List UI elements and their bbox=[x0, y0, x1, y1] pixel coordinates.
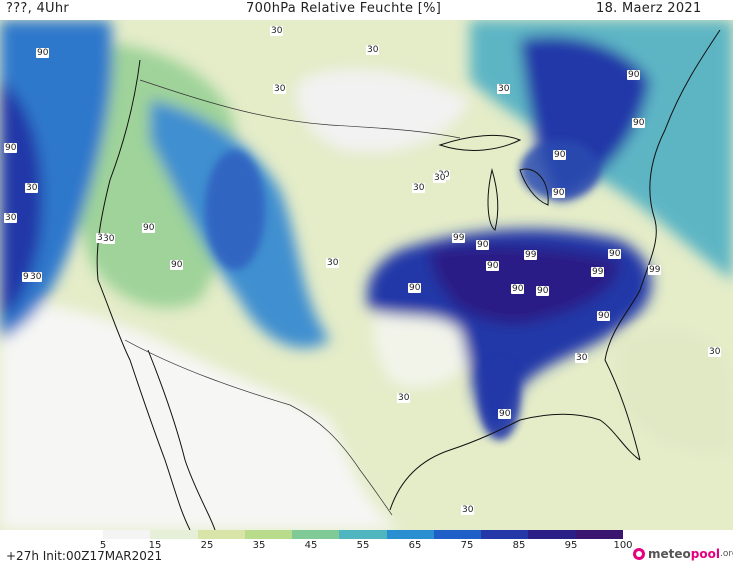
contour-value-label: 30 bbox=[461, 505, 475, 515]
contour-value-label: 99 bbox=[591, 267, 605, 277]
lake-huron bbox=[519, 168, 549, 206]
contour-value-label: 90 bbox=[4, 143, 18, 153]
lake-michigan bbox=[487, 168, 499, 231]
contour-value-label: 90 bbox=[553, 150, 567, 160]
lake-superior bbox=[438, 134, 522, 151]
mexico-border bbox=[124, 339, 393, 516]
contour-value-label: 90 bbox=[511, 284, 525, 294]
legend-swatch bbox=[292, 530, 340, 539]
contour-value-label: 90 bbox=[142, 223, 156, 233]
legend-colorbar bbox=[103, 530, 623, 539]
legend-tick-label: 100 bbox=[613, 540, 633, 551]
canada-border bbox=[139, 79, 461, 139]
contour-value-label: 30 bbox=[497, 84, 511, 94]
legend-swatch bbox=[481, 530, 529, 539]
contour-value-label: 99 bbox=[22, 272, 36, 282]
contour-value-label: 90 bbox=[552, 188, 566, 198]
date-label: 18. Maerz 2021 bbox=[596, 1, 702, 16]
humidity-map bbox=[0, 20, 733, 530]
contour-value-label: 90 bbox=[170, 260, 184, 270]
legend-tick-label: 45 bbox=[304, 540, 318, 551]
contour-value-label: 30 bbox=[25, 183, 39, 193]
logo-text-2: pool bbox=[690, 547, 720, 561]
great-lakes-moisture-patch bbox=[520, 140, 600, 200]
legend-tick-label: 35 bbox=[252, 540, 266, 551]
mississippi-moisture-patch bbox=[480, 360, 520, 440]
contour-value-label: 30 bbox=[412, 183, 426, 193]
legend-swatch bbox=[528, 530, 576, 539]
contour-value-label: 30 bbox=[270, 26, 284, 36]
legend-tick-label: 15 bbox=[148, 540, 162, 551]
pacific-coastline bbox=[96, 59, 191, 530]
contour-value-label: 30 bbox=[102, 234, 116, 244]
gulf-coastline bbox=[389, 413, 641, 511]
legend-swatch bbox=[386, 530, 434, 539]
contour-value-label: 30 bbox=[397, 393, 411, 403]
header: ???, 4Uhr 700hPa Relative Feuchte [%] 18… bbox=[0, 0, 733, 20]
map-title: 700hPa Relative Feuchte [%] bbox=[246, 1, 442, 16]
contour-value-label: 30 bbox=[708, 347, 722, 357]
legend-swatch bbox=[150, 530, 198, 539]
logo-icon bbox=[633, 548, 645, 560]
time-label: ???, 4Uhr bbox=[6, 1, 70, 16]
atlantic-coastline bbox=[604, 29, 721, 461]
borders bbox=[124, 79, 461, 516]
legend-swatch bbox=[575, 530, 623, 539]
contour-value-label: 30 bbox=[326, 258, 340, 268]
color-legend: 5 15 25 35 45 55 65 75 85 95 100 bbox=[0, 530, 733, 566]
contour-value-label: 90 bbox=[632, 118, 646, 128]
legend-swatch bbox=[433, 530, 482, 539]
contour-value-label: 30 bbox=[29, 272, 43, 282]
dry-atlantic bbox=[620, 330, 733, 453]
contour-value-label: 90 bbox=[36, 48, 50, 58]
meteopool-logo[interactable]: meteo pool .org bbox=[633, 545, 733, 563]
dry-north-plains bbox=[296, 69, 470, 153]
logo-suffix: .org bbox=[719, 549, 733, 559]
coastlines bbox=[96, 29, 721, 530]
legend-tick-label: 65 bbox=[408, 540, 422, 551]
legend-swatch bbox=[339, 530, 387, 539]
contour-value-label: 30 bbox=[273, 84, 287, 94]
contour-value-label: 30 bbox=[4, 213, 18, 223]
baja-coastline bbox=[147, 349, 216, 530]
legend-swatch bbox=[103, 530, 151, 539]
contour-value-label: 99 bbox=[648, 265, 662, 275]
frontal-core bbox=[430, 244, 620, 325]
contour-value-label: 90 bbox=[597, 311, 611, 321]
contour-value-label: 90 bbox=[536, 286, 550, 296]
model-run-label: +27h Init:00Z17MAR2021 bbox=[6, 549, 163, 563]
contour-value-label: 30 bbox=[366, 45, 380, 55]
legend-tick-label: 75 bbox=[460, 540, 474, 551]
pacific-core bbox=[0, 80, 43, 320]
contour-value-label: 90 bbox=[408, 283, 422, 293]
legend-tick-label: 55 bbox=[356, 540, 370, 551]
contour-value-label: 90 bbox=[608, 249, 622, 259]
contour-value-label: 90 bbox=[627, 70, 641, 80]
contour-value-label: 90 bbox=[486, 261, 500, 271]
mountain-moisture-patch bbox=[205, 150, 265, 270]
legend-tick-label: 25 bbox=[200, 540, 214, 551]
legend-swatch bbox=[197, 530, 245, 539]
legend-tick-label: 85 bbox=[512, 540, 526, 551]
contour-value-label: 99 bbox=[452, 233, 466, 243]
contour-value-label: 99 bbox=[524, 250, 538, 260]
contour-value-label: 90 bbox=[498, 409, 512, 419]
contour-value-label: 30 bbox=[433, 173, 447, 183]
legend-swatch bbox=[244, 530, 293, 539]
contour-value-label: 30 bbox=[575, 353, 589, 363]
logo-text-1: meteo bbox=[648, 547, 691, 561]
legend-tick-label: 95 bbox=[564, 540, 578, 551]
legend-tick-label: 5 bbox=[99, 540, 107, 551]
legend-ticks: 5 15 25 35 45 55 65 75 85 95 100 bbox=[99, 540, 633, 552]
dry-southwest bbox=[0, 300, 400, 530]
contour-value-label: 90 bbox=[476, 240, 490, 250]
